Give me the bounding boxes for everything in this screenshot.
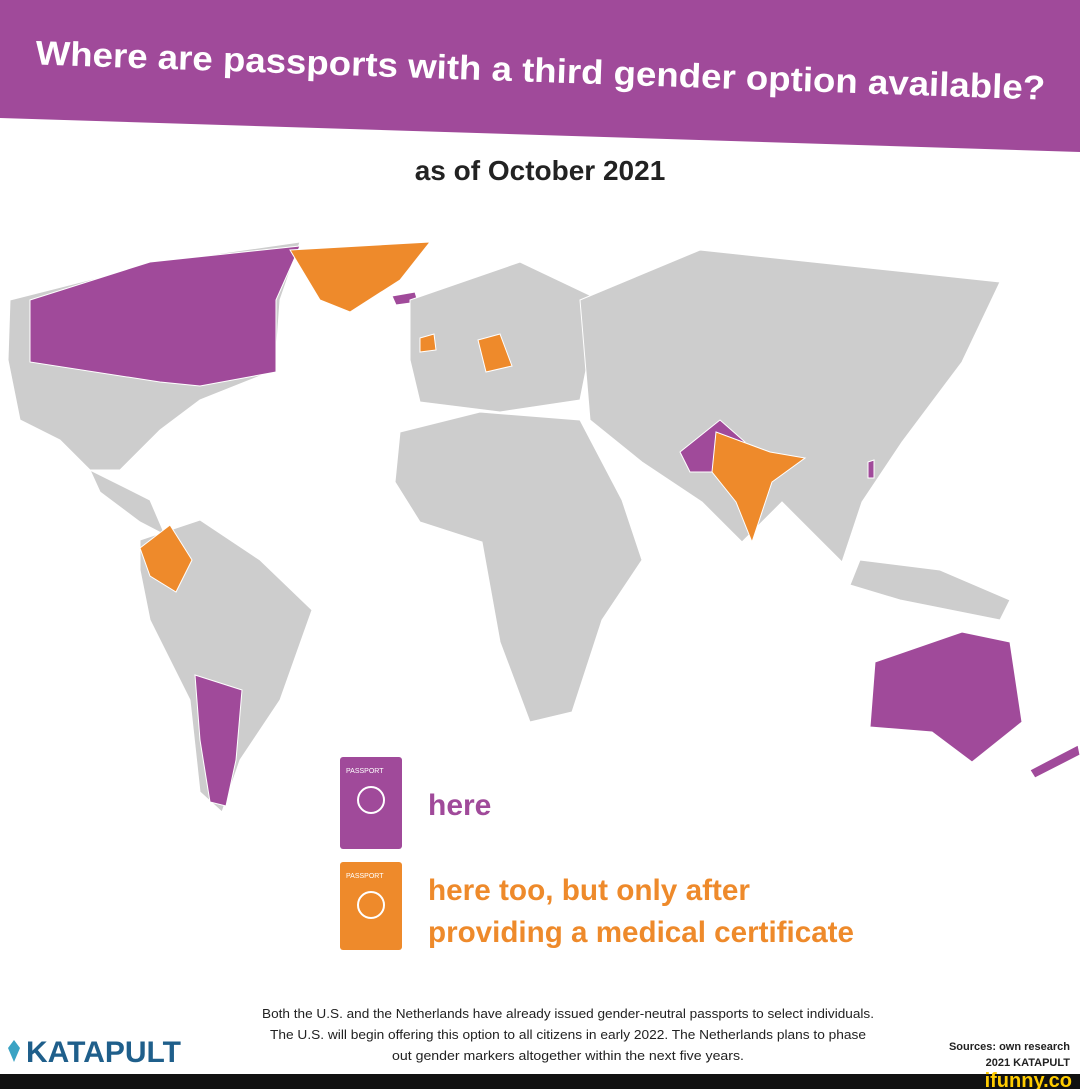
world-map: [7, 241, 1080, 813]
logo: KATAPULT: [26, 1036, 181, 1069]
central-america: [88, 468, 167, 537]
greenland: [289, 241, 432, 313]
germany: [477, 333, 513, 373]
ireland: [419, 333, 437, 353]
sources: Sources: own research: [949, 1041, 1070, 1053]
europe: [409, 261, 601, 413]
india: [711, 431, 807, 544]
africa: [394, 411, 643, 723]
passport-icon: [340, 757, 402, 849]
watermark: ifunny.co: [985, 1070, 1072, 1089]
legend-text: providing a medical certificate: [428, 916, 854, 949]
passport-label: PASSPORT: [346, 768, 384, 775]
colombia: [139, 524, 193, 593]
footnote-line: out gender markers altogether within the…: [392, 1048, 744, 1063]
passport-icon: [340, 862, 402, 950]
asia: [579, 249, 1001, 563]
south-america: [139, 519, 313, 813]
copyright: 2021 KATAPULT: [986, 1057, 1071, 1069]
subtitle: as of October 2021: [415, 155, 666, 186]
taiwan: [867, 459, 875, 479]
australia: [869, 631, 1023, 763]
legend: PASSPORT here PASSPORT here too, but onl…: [340, 757, 854, 950]
new-zealand: [1029, 744, 1080, 779]
watermark-bar: [0, 1074, 1080, 1089]
logo-icon: [8, 1040, 20, 1062]
globe-icon: [357, 786, 385, 814]
argentina: [194, 674, 243, 807]
footnote-line: The U.S. will begin offering this option…: [270, 1027, 866, 1042]
southeast-asia-islands: [849, 559, 1011, 621]
legend-text: here: [428, 789, 491, 822]
footnote-line: Both the U.S. and the Netherlands have a…: [262, 1006, 874, 1021]
title-banner: [0, 0, 1080, 152]
canada: [29, 245, 301, 387]
legend-text: here too, but only after: [428, 874, 750, 907]
passport-label: PASSPORT: [346, 873, 384, 880]
globe-icon: [357, 891, 385, 919]
